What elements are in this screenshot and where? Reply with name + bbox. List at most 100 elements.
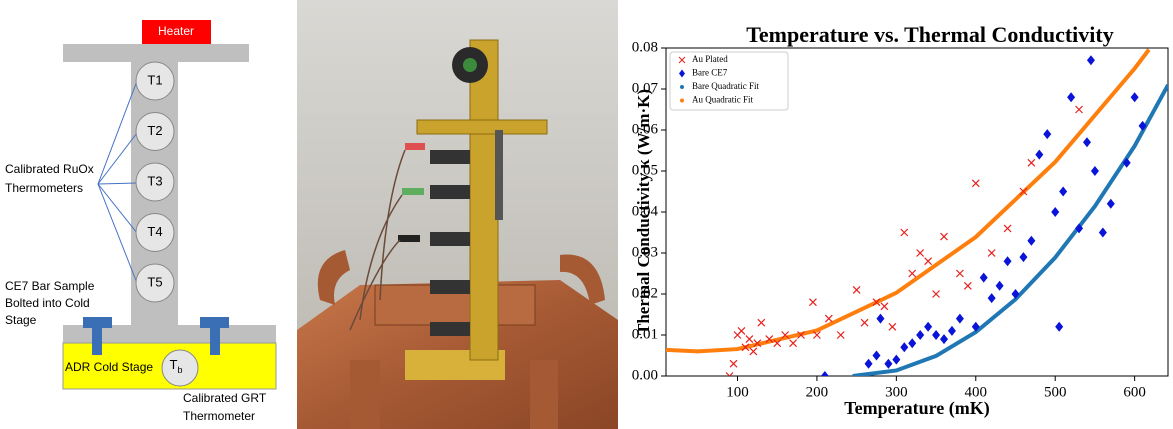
data-point [1019,252,1028,263]
base-plate [63,325,276,343]
y-tick-label: 0.08 [632,39,658,55]
data-point [1043,129,1052,140]
heater-label: Heater [158,24,194,38]
y-tick-label: 0.00 [632,367,658,383]
data-point [987,293,996,304]
data-point [789,339,798,348]
data-point [900,228,909,237]
data-point [1086,55,1095,66]
data-point [892,354,901,365]
ruox-label: Thermometers [5,181,83,195]
chart-title: Temperature vs. Thermal Conductivity [746,22,1113,47]
fit-line [852,83,1168,376]
data-point [916,249,925,257]
data-point [932,330,941,340]
thermometer [135,112,175,151]
data-point [916,330,925,340]
data-point [971,321,980,332]
data-point [963,281,972,290]
data-point [781,331,790,339]
thermometer-label: T5 [147,274,162,289]
fit-line [666,48,1151,354]
data-point [749,347,758,356]
legend-marker [678,56,686,64]
diagram: Heater T1 T2 T3 T4 T5 Tb Calibrated RuOx The… [5,20,277,423]
legend-label: Bare CE7 [692,68,728,78]
y-tick-label: 0.01 [632,326,658,342]
data-point [955,313,964,324]
legend-marker [679,69,685,78]
data-point [809,298,817,307]
data-point [864,358,873,369]
heater-block [142,20,211,44]
chart: Temperature vs. Thermal Conductivity Tem… [632,22,1169,419]
x-axis-label: Temperature (mK) [844,398,989,419]
data-point [955,269,964,278]
data-point [820,371,829,376]
data-point [765,335,774,344]
x-tick-label: 600 [1123,384,1146,400]
data-point [1090,166,1099,176]
y-tick-label: 0.03 [632,244,658,260]
data-point [1027,235,1036,246]
data-point [971,179,980,188]
data-point [773,339,782,348]
tb-label: Tb [170,357,183,375]
thermometer [135,162,175,202]
data-point [1019,187,1028,196]
data-point [1027,158,1036,167]
data-point [1075,223,1084,234]
top-plate [63,44,249,62]
data-point [1059,186,1068,197]
data-point [947,325,956,336]
legend-label: Bare Quadratic Fit [692,81,759,91]
legend: Au Plated Bare CE7 Bare Quadratic Fit Au Qu… [669,51,789,111]
data-point [987,249,996,257]
data-point [876,313,885,324]
plot-area [666,48,1168,376]
data-point [1003,224,1012,233]
data-point [1051,207,1060,217]
data-point [940,334,949,345]
thermometer [135,61,175,101]
data-point [900,342,909,353]
x-tick-label: 200 [806,384,829,400]
data-point [880,302,889,311]
data-point [1098,227,1107,238]
x-tick-label: 400 [965,384,988,400]
grt-label: Thermometer [183,409,255,423]
data-point [797,331,805,339]
data-point [757,318,766,327]
data-point [1130,92,1139,103]
data-point [995,280,1004,291]
legend-label: Au Plated [692,54,728,64]
data-point [753,339,762,348]
thermometer-label: T4 [147,224,162,239]
data-point [1011,289,1020,299]
data-point [1082,137,1091,148]
y-tick-label: 0.07 [632,80,659,96]
data-point [1122,157,1131,168]
y-tick-label: 0.04 [632,203,659,219]
leader-lines [97,80,138,284]
y-tick-label: 0.06 [632,121,659,137]
thermometer [135,263,175,303]
sample-label: Bolted into Cold [5,296,90,310]
photo [297,0,618,429]
data-point [725,372,734,376]
thermometer-label: T1 [147,72,162,87]
sample-label: CE7 Bar Sample [5,279,95,293]
data-point [745,335,754,344]
data-point [836,331,845,339]
grt-label: Calibrated GRT [183,391,267,405]
data-point [908,269,917,278]
data-point [1106,198,1115,209]
x-tick-label: 300 [885,384,908,400]
data-point [924,257,933,266]
thermometer [135,213,175,252]
data-point [729,359,738,368]
data-point [924,321,933,332]
data-point [884,358,893,369]
data-point [908,338,917,349]
